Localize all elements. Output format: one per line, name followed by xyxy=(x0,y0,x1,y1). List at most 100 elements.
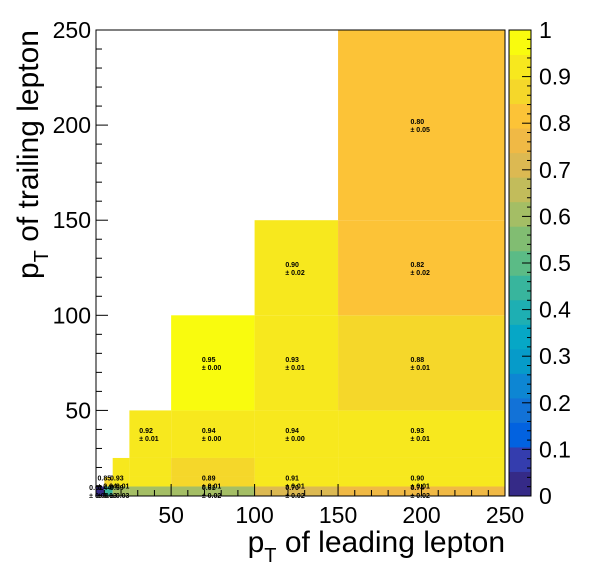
y-axis: 50 100 150 200 250 xyxy=(53,17,108,487)
cell-error-label: ± 0.00 xyxy=(89,493,109,500)
heatmap-cell xyxy=(254,486,339,496)
heatmap-cell xyxy=(171,457,255,477)
cell-error-label: ± 0.01 xyxy=(411,484,431,491)
y-tick-label: 200 xyxy=(53,112,91,138)
heatmap-cell xyxy=(96,486,105,496)
heatmap-cell xyxy=(112,457,130,477)
cell-error-label: ± 0.01 xyxy=(285,484,305,491)
cell-value-label: 0.93 xyxy=(110,476,124,483)
heatmap-cell xyxy=(104,476,113,487)
y-tick-label: 50 xyxy=(65,397,91,423)
z-tick-label: 0 xyxy=(539,483,552,509)
cell-error-label: ± 0.00 xyxy=(202,365,222,372)
cell-error-label: ± 0.02 xyxy=(411,493,431,500)
z-tick-label: 0.7 xyxy=(539,157,571,183)
heatmap-cell xyxy=(338,220,505,316)
cell-value-label: 0.95 xyxy=(202,357,216,364)
cell-value-label: 0.92 xyxy=(139,428,153,435)
x-axis-title: pT of leading lepton xyxy=(248,526,505,567)
heatmap-cell xyxy=(129,457,172,477)
cell-error-label: ± 0.00 xyxy=(285,436,305,443)
heatmap-cell xyxy=(171,476,255,487)
cell-value-label: 0.80 xyxy=(411,119,425,126)
heatmap-cell xyxy=(254,476,339,487)
cell-error-label: ± 0.05 xyxy=(411,127,431,134)
heatmap-cell xyxy=(104,486,113,496)
color-scale-swatch xyxy=(509,30,531,56)
cell-value-label: 0.59 xyxy=(110,485,124,492)
cell-value-label: 0.85 xyxy=(98,476,112,483)
heatmap-cell xyxy=(338,30,505,221)
x-tick-label: 200 xyxy=(402,502,440,528)
cell-value-label: 0.90 xyxy=(411,476,425,483)
x-axis: 50 100 150 200 250 xyxy=(103,484,524,528)
cell-error-label: ± 0.02 xyxy=(202,493,222,500)
plot-frame xyxy=(95,29,506,497)
cell-error-label: ± 0.01 xyxy=(110,484,130,491)
cell-error-label: ± 0.01 xyxy=(202,484,222,491)
color-scale-swatch xyxy=(509,397,531,423)
color-scale-swatch xyxy=(509,128,531,154)
cell-error-label: ± 0.00 xyxy=(202,436,222,443)
heatmap-cell xyxy=(171,315,255,411)
cell-value-label: 0.82 xyxy=(411,262,425,269)
cell-error-label: ± 0.01 xyxy=(285,365,305,372)
color-scale-swatch xyxy=(509,79,531,105)
heatmap-cell xyxy=(338,410,505,458)
cell-value-label: 0.94 xyxy=(202,428,216,435)
color-scale-swatch xyxy=(509,152,531,178)
x-tick-label: 250 xyxy=(486,502,524,528)
color-scale-swatch xyxy=(509,471,531,497)
z-tick-label: 0.6 xyxy=(539,203,571,229)
cell-value-label: 0.91 xyxy=(285,476,299,483)
color-scale-swatch xyxy=(509,250,531,276)
color-scale-swatch xyxy=(509,373,531,399)
x-tick-label: 100 xyxy=(235,502,273,528)
cell-error-label: ± 0.01 xyxy=(411,365,431,372)
color-scale-swatch xyxy=(509,299,531,325)
z-tick-label: 0.4 xyxy=(539,297,571,323)
z-tick-label: 0.3 xyxy=(539,343,571,369)
cell-error-label: ± 0.02 xyxy=(411,270,431,277)
cell-value-label: 0.88 xyxy=(411,357,425,364)
cell-value-label: 0.74 xyxy=(411,485,425,492)
cell-error-label: ± 0.01 xyxy=(411,436,431,443)
y-tick-label: 150 xyxy=(53,207,91,233)
cell-value-label: 0.94 xyxy=(285,428,299,435)
color-scale-swatch xyxy=(509,446,531,472)
heatmap-cell xyxy=(338,457,505,477)
x-tick-label: 50 xyxy=(158,502,184,528)
heatmap-cell xyxy=(129,476,172,487)
heatmap-cell xyxy=(129,486,172,496)
heatmap-cell xyxy=(254,220,339,316)
y-tick-label: 100 xyxy=(53,302,91,328)
cell-value-label: 0.90 xyxy=(285,262,299,269)
z-tick-label: 0.5 xyxy=(539,250,571,276)
y-tick-label: 250 xyxy=(53,17,91,43)
cell-value-label: 0.70 xyxy=(285,485,299,492)
color-scale-swatch xyxy=(509,201,531,227)
heatmap-cell xyxy=(171,486,255,496)
heatmap-cell xyxy=(254,457,339,477)
cell-error-label: ± 0.03 xyxy=(110,493,130,500)
color-scale-swatch xyxy=(509,177,531,203)
cell-error-label: ± 0.02 xyxy=(285,270,305,277)
cell-value-label: 0.44 xyxy=(98,485,112,492)
color-scale-swatch xyxy=(509,275,531,301)
z-tick-label: 0.8 xyxy=(539,110,571,136)
cell-error-label: ± 0.01 xyxy=(139,436,159,443)
heatmap-cell xyxy=(171,410,255,458)
x-tick-label: 150 xyxy=(319,502,357,528)
z-tick-label: 0.2 xyxy=(539,390,571,416)
cell-value-label: 0.93 xyxy=(285,357,299,364)
cell-value-label: 0.93 xyxy=(411,428,425,435)
color-scale-swatch xyxy=(509,422,531,448)
heatmap-cell xyxy=(254,410,339,458)
color-scale-swatch xyxy=(509,226,531,252)
cell-value-label: 0.61 xyxy=(202,485,216,492)
color-scale-bar xyxy=(508,29,532,497)
z-tick-label: 0.1 xyxy=(539,436,571,462)
color-scale-swatch xyxy=(509,103,531,129)
color-scale-swatch xyxy=(509,324,531,350)
